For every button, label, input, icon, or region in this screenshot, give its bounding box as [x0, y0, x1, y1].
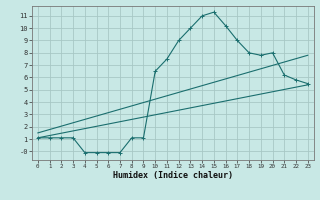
X-axis label: Humidex (Indice chaleur): Humidex (Indice chaleur) — [113, 171, 233, 180]
